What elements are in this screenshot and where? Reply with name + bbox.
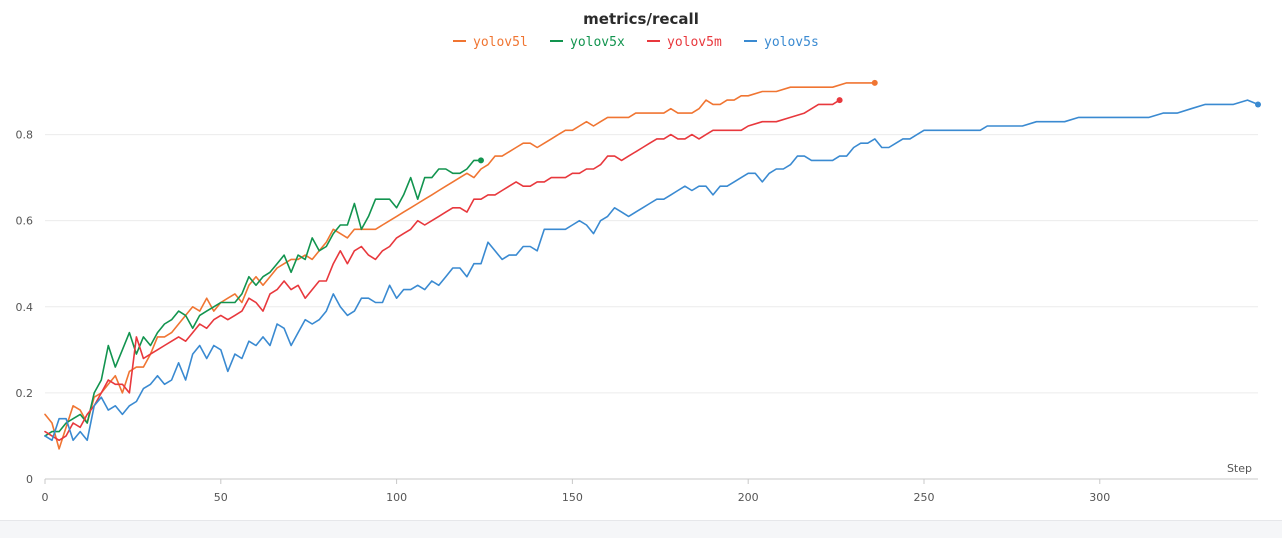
series-endpoint-yolov5l — [871, 79, 878, 86]
y-tick-label: 0 — [26, 473, 33, 486]
legend-label-yolov5s[interactable]: yolov5s — [764, 35, 819, 50]
x-tick-label: 100 — [386, 491, 407, 504]
series-endpoint-yolov5x — [477, 157, 484, 164]
x-tick-label: 200 — [738, 491, 759, 504]
legend-label-yolov5x[interactable]: yolov5x — [570, 35, 625, 50]
recall-line-chart: metrics/recall yolov5l yolov5x yolov5m yolo… — [16, 10, 1261, 504]
series-line-yolov5s — [44, 99, 1259, 442]
legend-label-yolov5m[interactable]: yolov5m — [667, 35, 722, 50]
y-tick-label: 0.2 — [16, 387, 34, 400]
series-endpoint-yolov5m — [836, 97, 843, 104]
legend-label-yolov5l[interactable]: yolov5l — [473, 35, 528, 50]
chart-title: metrics/recall — [583, 10, 699, 28]
x-tick-label: 0 — [42, 491, 49, 504]
series-line-yolov5l — [44, 82, 876, 450]
x-axis-label: Step — [1227, 462, 1252, 475]
grid-lines — [45, 134, 1258, 394]
x-tick-label: 300 — [1089, 491, 1110, 504]
x-tick-label: 50 — [214, 491, 228, 504]
series-layer — [44, 79, 1261, 450]
axes: 0 0.2 0.4 0.6 0.8 0 50 100 150 200 250 300 — [16, 129, 1258, 504]
series-line-yolov5m — [44, 99, 841, 442]
x-tick-label: 250 — [913, 491, 934, 504]
x-tick-label: 150 — [562, 491, 583, 504]
y-tick-label: 0.8 — [16, 129, 34, 142]
y-tick-label: 0.6 — [16, 215, 34, 228]
legend: yolov5l yolov5x yolov5m yolov5s — [453, 35, 819, 50]
series-endpoint-yolov5s — [1255, 101, 1261, 108]
panel-footer — [0, 520, 1282, 538]
series-line-yolov5x — [44, 159, 482, 437]
y-tick-label: 0.4 — [16, 301, 34, 314]
